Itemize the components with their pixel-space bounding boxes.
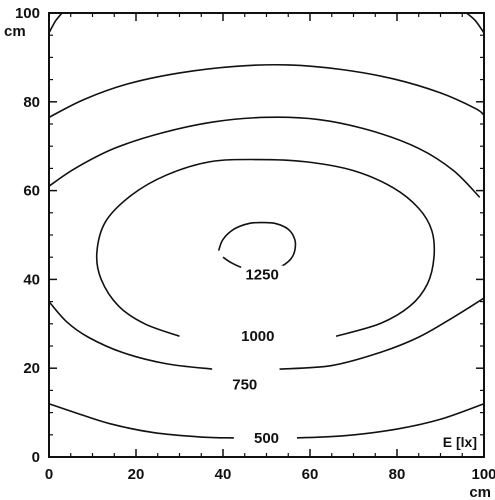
contour-lines [48,12,485,439]
contour-label-1000: 1000 [241,328,274,345]
x-tick-label: 100 [471,466,495,483]
quantity-label: E [lx] [443,434,477,450]
y-tick-label: 40 [23,271,40,288]
x-tick-label: 0 [45,466,53,483]
contour-labels: 1250 1000 750 500 [228,265,284,447]
y-tick-label: 0 [32,449,40,466]
contour-label-background [228,375,262,394]
contour-label-background [236,327,279,346]
y-tick-label: 100 [15,5,40,22]
contour-line-1000 [95,158,436,337]
contour-label-750: 750 [232,377,257,394]
y-tick-label: 20 [23,360,40,377]
contour-line-750-lower-right [279,297,485,370]
contour-label-1250: 1250 [245,267,278,284]
contour-label-background [241,265,284,284]
contour-line-1250 [217,221,297,271]
contour-line-250-corner-1 [466,12,485,34]
contour-line-500-lower-right [296,402,485,439]
contour-line-500-lower-left [48,402,234,439]
y-tick-label: 80 [23,94,40,111]
x-tick-label: 20 [128,466,145,483]
x-tick-label: 60 [302,466,319,483]
y-axis-unit-label: cm [4,23,26,40]
x-axis-unit-label: cm [469,484,491,500]
x-tick-label: 80 [389,466,406,483]
contour-line-500-upper [48,63,485,119]
x-tick-label: 40 [215,466,232,483]
contour-line-750-upper [48,116,481,198]
y-tick-label: 60 [23,183,40,200]
plot-frame [48,12,485,458]
contour-line-250-corner-0 [48,12,63,34]
contour-line-750-lower-left [48,301,213,370]
contour-label-background [250,428,283,447]
contour-label-500: 500 [254,430,279,447]
